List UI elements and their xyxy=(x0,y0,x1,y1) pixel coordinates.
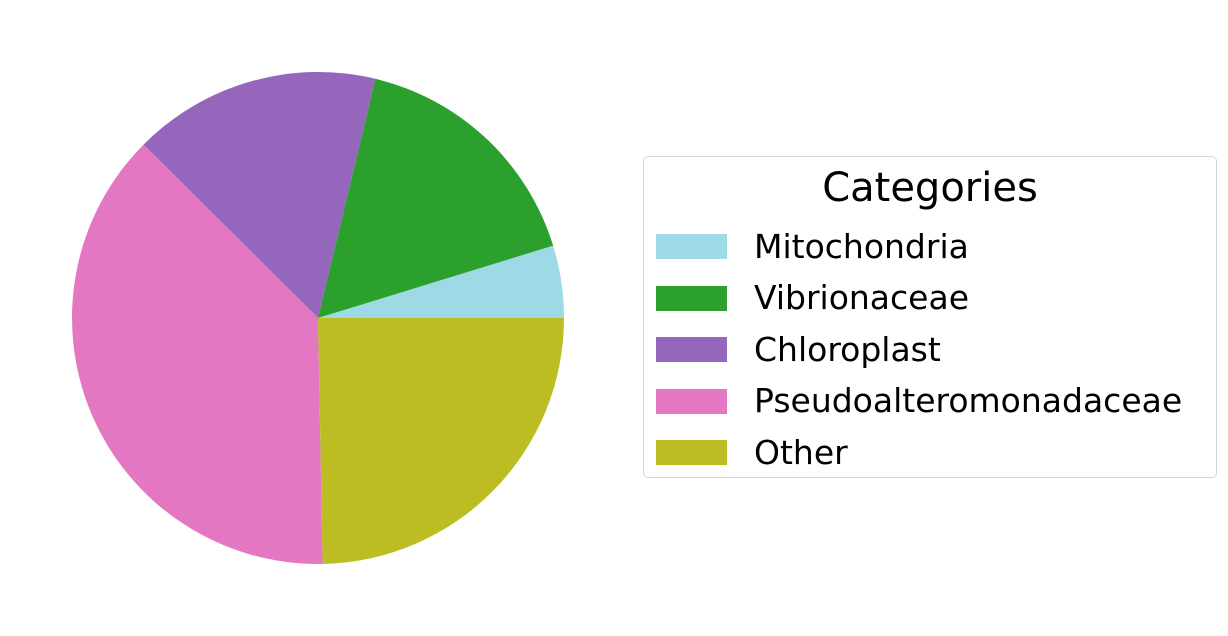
pie-slice-other xyxy=(318,318,564,564)
legend-label: Mitochondria xyxy=(754,226,969,266)
legend-label: Other xyxy=(754,432,848,472)
legend-swatch xyxy=(656,234,727,260)
pie-slice-mitochondria xyxy=(318,245,564,318)
legend-item-mitochondria: Mitochondria xyxy=(656,221,1182,273)
pie-slice-vibrionaceae xyxy=(318,78,554,318)
pie-slices xyxy=(72,72,564,565)
legend-swatch xyxy=(656,337,727,363)
legend-label: Vibrionaceae xyxy=(754,278,969,318)
pie-slice-chloroplast xyxy=(143,72,376,318)
pie-slice-pseudoalteromonadaceae xyxy=(72,144,323,565)
legend-item-chloroplast: Chloroplast xyxy=(656,324,1182,376)
legend-items: Mitochondria Vibrionaceae Chloroplast Pseud… xyxy=(656,221,1182,479)
legend-label: Chloroplast xyxy=(754,329,941,369)
legend-swatch xyxy=(656,440,727,466)
legend-item-pseudoalteromonadaceae: Pseudoalteromonadaceae xyxy=(656,376,1182,428)
legend-swatch xyxy=(656,388,727,414)
legend-title: Categories xyxy=(822,165,1038,211)
legend-item-other: Other xyxy=(656,427,1182,479)
legend-swatch xyxy=(656,285,727,311)
legend-label: Pseudoalteromonadaceae xyxy=(754,381,1183,421)
legend: Categories Mitochondria Vibrionaceae Chlor… xyxy=(643,156,1217,478)
legend-item-vibrionaceae: Vibrionaceae xyxy=(656,273,1182,325)
